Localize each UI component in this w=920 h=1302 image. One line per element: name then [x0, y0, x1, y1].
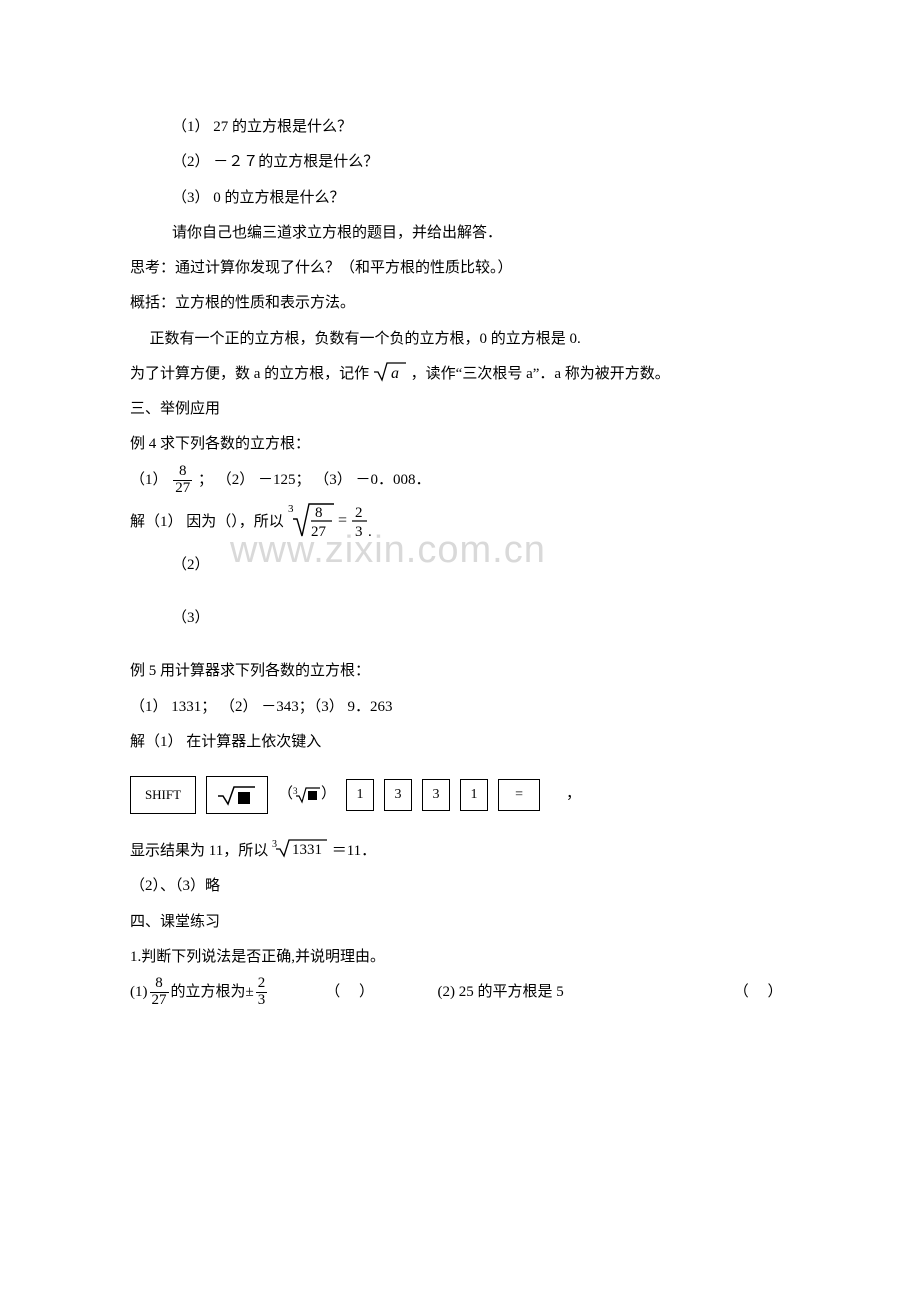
- ex4-sol-pre: 解（1） 因为（），所以: [130, 514, 284, 530]
- svg-text:.: .: [368, 524, 372, 540]
- svg-text:3: 3: [272, 839, 277, 850]
- key-shift: SHIFT: [130, 776, 196, 814]
- frac-den: 27: [173, 480, 192, 497]
- sqrt-a-symbol: a: [373, 366, 411, 382]
- practice-1-title: 1.判断下列说法是否正确,并说明理由。: [130, 940, 790, 975]
- key-equals: =: [498, 779, 540, 811]
- question-2: （2） －２７的立方根是什么？: [130, 145, 790, 180]
- svg-text:=: =: [338, 512, 347, 529]
- summary-heading: 概括：立方根的性质和表示方法。: [130, 286, 790, 321]
- ex5-res-pre: 显示结果为 11，所以: [130, 843, 268, 859]
- svg-text:2: 2: [355, 505, 363, 521]
- section-3: 三、举例应用: [130, 392, 790, 427]
- question-1: （1） 27 的立方根是什么？: [130, 110, 790, 145]
- key-sqrt: [206, 776, 268, 814]
- ex4-remaining: ； （2） －125； （3） －0．008．: [198, 472, 431, 488]
- key-digit-1: 1: [346, 779, 374, 811]
- svg-text:3: 3: [355, 524, 363, 540]
- example-5-skip: （2）、（3）略: [130, 869, 790, 904]
- example-4-parts: （1） 8 27 ； （2） －125； （3） －0．008．: [130, 463, 790, 498]
- pr1-1-label: (1): [130, 975, 148, 1010]
- bracket-2: （ ）: [734, 975, 790, 1010]
- notation-pre: 为了计算方便，数 a 的立方根，记作: [130, 366, 369, 382]
- example-4-solution2: （2）: [130, 548, 790, 583]
- svg-text:8: 8: [315, 505, 323, 521]
- ex4-p1-label: （1）: [130, 472, 168, 488]
- frac-den: 27: [150, 992, 169, 1009]
- frac-num: 8: [173, 464, 192, 480]
- svg-text:a: a: [391, 365, 399, 382]
- key-digit-4: 1: [460, 779, 488, 811]
- frac-8-27: 8 27: [173, 464, 192, 497]
- example-4-solution3: （3）: [130, 601, 790, 636]
- thinking-prompt: 思考：通过计算你发现了什么？（和平方根的性质比较。）: [130, 251, 790, 286]
- frac-num: 2: [256, 976, 268, 992]
- bracket-1: （ ）: [325, 975, 381, 1010]
- pr1-2: (2) 25 的平方根是 5: [438, 975, 564, 1010]
- example-5-result: 显示结果为 11，所以 3 1331 ＝11．: [130, 834, 790, 869]
- cuberoot-paren: （ 3 ）: [278, 777, 336, 812]
- property-text: 正数有一个正的立方根，负数有一个负的立方根，0 的立方根是 0.: [130, 322, 790, 357]
- notation-line: 为了计算方便，数 a 的立方根，记作 a ，读作“三次根号 a”．a 称为被开方…: [130, 357, 790, 392]
- notation-post: ，读作“三次根号 a”．a 称为被开方数。: [411, 366, 670, 382]
- question-3: （3） 0 的立方根是什么？: [130, 181, 790, 216]
- example-5-items: （1） 1331； （2） －343；（3） 9．263: [130, 690, 790, 725]
- example-5-sol1: 解（1） 在计算器上依次键入: [130, 725, 790, 760]
- svg-text:1331: 1331: [292, 842, 322, 858]
- pr1-frac-8-27: 8 27: [150, 976, 169, 1009]
- ex5-res-post: ＝11．: [332, 843, 376, 859]
- example-4-title: 例 4 求下列各数的立方根：: [130, 427, 790, 462]
- svg-text:27: 27: [311, 524, 327, 540]
- calculator-keys-row: SHIFT （ 3 ） 1 3 3 1 = ，: [130, 776, 790, 814]
- pr1-frac-2-3: 2 3: [256, 976, 268, 1009]
- trailing-comma: ，: [566, 777, 581, 812]
- example-4-solution1: 解（1） 因为（），所以 3 8 27 = 2 3 .: [130, 498, 790, 542]
- frac-den: 3: [256, 992, 268, 1009]
- frac-num: 8: [150, 976, 169, 992]
- practice-1-items: (1) 8 27 的立方根为± 2 3 （ ） (2) 25 的平方根是 5 （…: [130, 975, 790, 1010]
- section-4: 四、课堂练习: [130, 905, 790, 940]
- cuberoot-8-27-eq-2-3: 3 8 27 = 2 3 .: [288, 514, 380, 530]
- instruction: 请你自己也编三道求立方根的题目，并给出解答．: [130, 216, 790, 251]
- cuberoot-1331: 3 1331: [272, 843, 332, 859]
- example-5-title: 例 5 用计算器求下列各数的立方根：: [130, 654, 790, 689]
- svg-text:3: 3: [288, 503, 294, 515]
- pr1-1-mid: 的立方根为±: [171, 975, 254, 1010]
- svg-text:3: 3: [293, 786, 298, 796]
- key-digit-3: 3: [422, 779, 450, 811]
- key-digit-2: 3: [384, 779, 412, 811]
